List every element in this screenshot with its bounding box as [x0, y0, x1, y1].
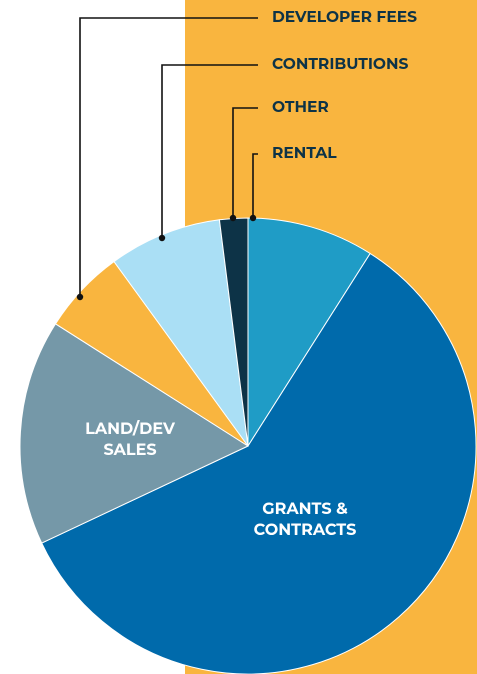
callout-line — [161, 64, 258, 238]
pie-slice — [19, 323, 250, 544]
callout-label: CONTRIBUTIONS — [272, 54, 409, 73]
pie-slice — [113, 219, 249, 447]
callout-dot — [249, 214, 257, 222]
slice-label: GRANTS & CONTRACTS — [253, 500, 357, 540]
callout-label: RENTAL — [272, 143, 337, 162]
callout-line — [79, 17, 258, 297]
callout-dot — [158, 234, 166, 242]
callout-label: DEVELOPER FEES — [272, 7, 417, 26]
pie-slice — [41, 252, 477, 674]
callout-line — [252, 153, 258, 218]
callout-label: OTHER — [272, 97, 329, 116]
callout-dot — [76, 293, 84, 301]
callout-dot — [229, 214, 237, 222]
slice-label: LAND/DEV SALES — [85, 420, 175, 460]
callout-line — [232, 107, 258, 218]
